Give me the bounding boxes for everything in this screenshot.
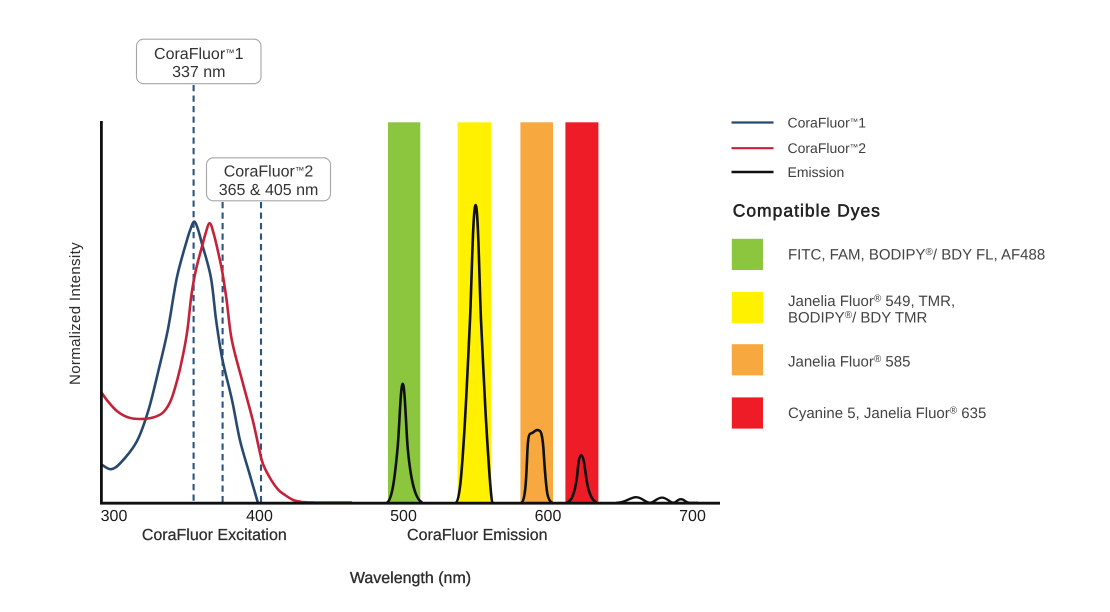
svg-text:Compatible Dyes: Compatible Dyes [733,201,881,221]
svg-text:Janelia Fluor® 549, TMR,: Janelia Fluor® 549, TMR, [788,293,955,310]
svg-text:600: 600 [535,508,562,525]
svg-text:CoraFluor Emission: CoraFluor Emission [407,527,547,544]
svg-text:700: 700 [679,508,706,525]
svg-text:CoraFluor™2: CoraFluor™2 [788,140,867,156]
svg-text:BODIPY®/ BDY TMR: BODIPY®/ BDY TMR [788,310,928,327]
svg-text:FITC, FAM, BODIPY®/ BDY FL, AF: FITC, FAM, BODIPY®/ BDY FL, AF488 [788,246,1045,263]
svg-text:CoraFluor Excitation: CoraFluor Excitation [142,527,287,544]
svg-text:CoraFluor™1: CoraFluor™1 [154,46,244,63]
svg-text:Wavelength (nm): Wavelength (nm) [350,570,471,587]
svg-text:Cyanine 5, Janelia Fluor® 635: Cyanine 5, Janelia Fluor® 635 [788,405,986,422]
svg-text:337 nm: 337 nm [172,64,225,81]
svg-text:300: 300 [101,508,128,525]
svg-text:500: 500 [390,508,417,525]
svg-text:Normalized Intensity: Normalized Intensity [67,242,84,385]
svg-text:Janelia Fluor® 585: Janelia Fluor® 585 [788,354,910,371]
svg-text:Emission: Emission [788,164,845,180]
svg-text:400: 400 [246,508,273,525]
svg-text:CoraFluor™1: CoraFluor™1 [788,114,867,130]
svg-text:365 & 405 nm: 365 & 405 nm [219,182,319,199]
svg-text:CoraFluor™2: CoraFluor™2 [224,164,314,181]
